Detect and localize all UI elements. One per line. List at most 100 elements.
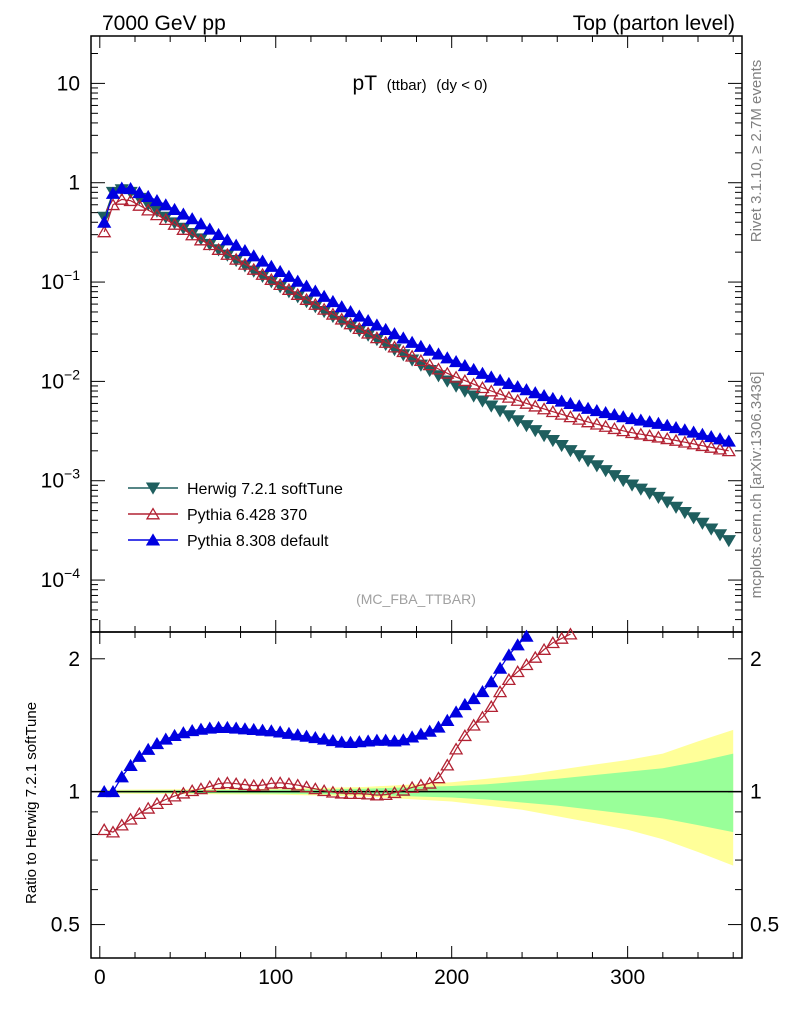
data-point (167, 217, 182, 230)
y-tick-label: 1 (68, 172, 80, 195)
data-point (290, 287, 305, 300)
ratio-data-point (519, 657, 534, 671)
data-point (554, 394, 569, 407)
data-point (668, 420, 684, 434)
data-point (141, 203, 156, 216)
x-tick-label: 100 (258, 966, 293, 989)
data-point (316, 289, 332, 302)
ratio-series-line (104, 635, 527, 793)
ratio-data-point (396, 783, 411, 796)
data-point (193, 217, 209, 230)
data-point (404, 349, 420, 362)
data-point (396, 331, 411, 344)
data-point (123, 182, 138, 195)
data-point (220, 247, 235, 260)
data-point (360, 313, 376, 327)
ratio-data-point (316, 784, 332, 797)
data-point (97, 215, 112, 228)
ratio-data-point (457, 728, 473, 742)
data-point (369, 331, 385, 344)
data-point (440, 366, 455, 379)
header-right-label: Top (parton level) (573, 12, 735, 35)
data-point (396, 344, 411, 358)
ratio-data-point (360, 734, 376, 747)
data-point (501, 390, 517, 403)
ratio-y-tick-label: 0.5 (750, 914, 779, 937)
data-point (457, 373, 473, 387)
data-point (273, 277, 288, 291)
data-point (563, 396, 578, 410)
ratio-data-point (299, 780, 314, 793)
ratio-data-point (246, 778, 261, 792)
ratio-data-point (352, 786, 367, 800)
data-point (686, 425, 701, 438)
ratio-data-point (334, 735, 349, 748)
data-point (255, 254, 270, 267)
ratio-data-point (369, 788, 385, 801)
data-point (563, 410, 578, 423)
data-point (387, 327, 402, 340)
data-point (158, 198, 173, 211)
data-point (545, 391, 560, 404)
ratio-data-point (290, 728, 305, 741)
ratio-y-axis-label: Ratio to Herwig 7.2.1 softTune (23, 702, 40, 904)
data-point (580, 415, 596, 428)
analysis-tag: (MC_FBA_TTBAR) (356, 591, 476, 607)
data-point (721, 535, 736, 548)
data-point (721, 434, 736, 447)
ratio-data-point (114, 770, 129, 783)
data-point (352, 321, 367, 335)
data-point (536, 402, 552, 415)
series-pythia8 (97, 181, 736, 447)
data-point (510, 380, 525, 393)
ratio-data-point (536, 642, 552, 655)
data-point (158, 212, 173, 226)
legend-marker (145, 533, 161, 546)
data-point (492, 387, 508, 400)
data-point (721, 444, 736, 457)
legend-label: Pythia 6.428 370 (187, 507, 307, 524)
ratio-data-point (229, 721, 244, 734)
data-point (545, 404, 560, 418)
ratio-data-point (273, 725, 288, 738)
data-point (642, 415, 657, 428)
data-point (712, 529, 728, 542)
ratio-data-point (466, 718, 481, 731)
ratio-data-point (255, 723, 270, 736)
data-point (352, 309, 367, 322)
data-point (378, 335, 393, 348)
title-sub: (ttbar) (387, 77, 427, 94)
data-point (325, 307, 341, 320)
plot-title: pT (ttbar) (dy < 0) (353, 72, 488, 95)
ratio-data-point (404, 780, 420, 793)
data-point (202, 238, 217, 251)
data-point (598, 405, 613, 419)
data-point (704, 430, 719, 443)
legend-marker (145, 507, 161, 520)
data-point (369, 318, 385, 331)
ratio-data-point (211, 777, 226, 790)
data-point (220, 233, 235, 246)
data-point (299, 292, 314, 305)
ratio-data-point (492, 661, 508, 674)
ratio-data-point (440, 758, 455, 771)
ratio-data-point (334, 786, 349, 799)
ratio-data-point (343, 786, 358, 800)
ratio-data-point (501, 672, 517, 686)
ratio-data-point (220, 720, 235, 733)
data-point (475, 366, 490, 379)
data-point (607, 421, 622, 435)
data-point (607, 408, 622, 421)
ratio-data-point (378, 733, 393, 746)
data-point (132, 198, 147, 211)
data-point (97, 225, 112, 238)
ratio-data-point (105, 825, 121, 838)
data-point (660, 432, 675, 445)
data-point (580, 401, 596, 414)
ratio-data-point (114, 818, 129, 831)
data-point (704, 523, 719, 536)
data-point (686, 437, 701, 450)
data-point (176, 207, 191, 220)
data-point (176, 222, 191, 235)
